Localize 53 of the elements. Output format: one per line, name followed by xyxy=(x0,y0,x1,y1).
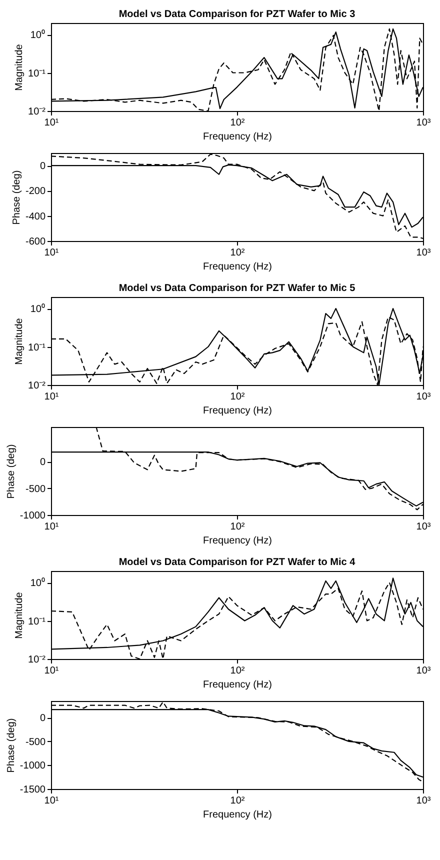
y-tick-label: 10⁻¹ xyxy=(28,342,46,354)
y-tick-label: 10⁰ xyxy=(30,303,46,316)
x-axis-title: Frequency (Hz) xyxy=(203,262,272,272)
x-tick-label: 10¹ xyxy=(44,796,60,806)
y-tick-label: -500 xyxy=(25,484,46,495)
y-tick-label: -600 xyxy=(25,236,46,248)
x-tick-label: 10² xyxy=(230,522,246,532)
y-tick-label: 10⁻¹ xyxy=(28,616,46,628)
y-tick-label: 10⁻¹ xyxy=(28,68,46,80)
x-tick-label: 10¹ xyxy=(44,666,60,676)
x-tick-label: 10² xyxy=(230,392,246,402)
x-tick-label: 10² xyxy=(230,118,246,128)
y-tick-label: 0 xyxy=(40,713,46,724)
x-tick-label: 10¹ xyxy=(44,392,60,402)
y-tick-label: -200 xyxy=(25,186,46,198)
y-tick-label: -400 xyxy=(25,211,46,222)
x-axis-title: Frequency (Hz) xyxy=(203,680,272,690)
y-axis-title: Phase (deg) xyxy=(11,170,22,225)
x-axis-title: Frequency (Hz) xyxy=(203,406,272,416)
x-axis-title: Frequency (Hz) xyxy=(203,132,272,142)
y-axis-title: Magnitude xyxy=(14,318,26,365)
x-tick-label: 10² xyxy=(230,796,246,806)
y-tick-label: -500 xyxy=(25,736,46,748)
x-axis-title: Frequency (Hz) xyxy=(203,536,272,546)
x-tick-label: 10³ xyxy=(416,248,432,258)
y-tick-label: -1000 xyxy=(20,510,46,522)
chart-title: Model vs Data Comparison for PZT Wafer to Mic 4 xyxy=(118,557,356,568)
x-tick-label: 10¹ xyxy=(44,248,60,258)
x-axis-title: Frequency (Hz) xyxy=(203,810,272,820)
y-tick-label: -1000 xyxy=(20,760,46,772)
y-axis-title: Phase (deg) xyxy=(6,718,17,773)
x-tick-label: 10¹ xyxy=(44,522,60,532)
x-tick-label: 10³ xyxy=(416,392,432,402)
x-tick-label: 10³ xyxy=(416,522,432,532)
x-tick-label: 10² xyxy=(230,666,246,676)
chart-title: Model vs Data Comparison for PZT Wafer to Mic 3 xyxy=(118,9,356,20)
x-tick-label: 10³ xyxy=(416,796,432,806)
y-tick-label: 0 xyxy=(40,457,46,468)
y-tick-label: 10⁰ xyxy=(30,577,46,590)
y-tick-label: 0 xyxy=(40,161,46,172)
y-axis-title: Magnitude xyxy=(14,44,26,91)
y-tick-label: 10⁻² xyxy=(28,106,46,118)
x-tick-label: 10³ xyxy=(416,118,432,128)
y-tick-label: 10⁰ xyxy=(30,29,46,42)
y-axis-title: Magnitude xyxy=(14,592,26,639)
y-tick-label: 10⁻² xyxy=(28,654,46,666)
chart-title: Model vs Data Comparison for PZT Wafer to Mic 5 xyxy=(118,283,356,294)
y-tick-label: -1500 xyxy=(20,784,46,796)
x-tick-label: 10¹ xyxy=(44,118,60,128)
y-axis-title: Phase (deg) xyxy=(6,444,17,499)
y-tick-label: 10⁻² xyxy=(28,380,46,392)
x-tick-label: 10² xyxy=(230,248,246,258)
x-tick-label: 10³ xyxy=(416,666,432,676)
